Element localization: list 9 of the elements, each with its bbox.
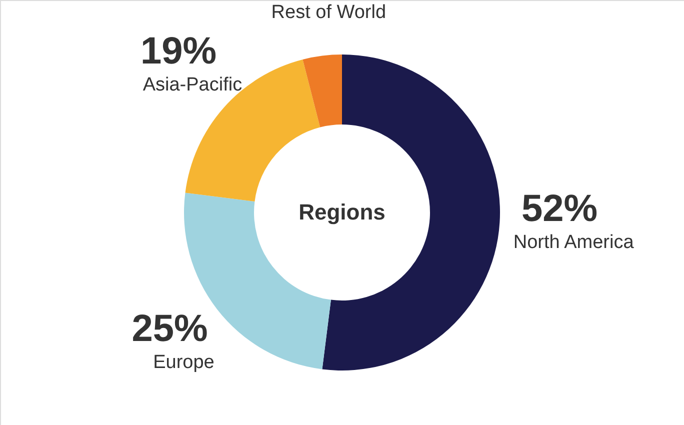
- data-label: 25%: [132, 308, 208, 350]
- donut-slice: [302, 54, 342, 128]
- slice-label: Europe: [153, 352, 214, 374]
- data-label: 52%: [522, 188, 598, 230]
- slice-label: Asia-Pacific: [142, 74, 242, 96]
- text: Regions: [298, 200, 386, 224]
- slice-label: Rest of World: [271, 2, 386, 24]
- slice-label: North America: [513, 232, 634, 254]
- data-label: 19%: [140, 30, 217, 72]
